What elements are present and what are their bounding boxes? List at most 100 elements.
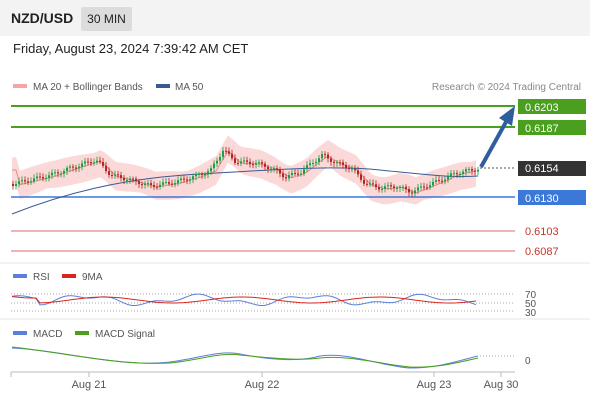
candle-body (369, 183, 371, 185)
candle-body (135, 178, 137, 182)
candle-body (129, 178, 131, 181)
candle-body (114, 174, 116, 176)
candle-body (279, 169, 281, 174)
ma20-legend-label: MA 20 + Bollinger Bands (33, 82, 143, 93)
candle-body (144, 183, 146, 185)
candle-body (189, 179, 191, 181)
candle-body (120, 175, 122, 178)
candle-body (207, 171, 209, 175)
candle-body (183, 178, 185, 180)
candle-body (336, 162, 338, 164)
candle-body (351, 168, 353, 170)
candle-body (93, 162, 95, 164)
candle-body (132, 178, 134, 180)
candle-body (468, 168, 470, 170)
candle-body (285, 177, 287, 179)
candle-body (69, 166, 71, 168)
candle-body (126, 180, 128, 182)
candle-body (303, 169, 305, 174)
candle-body (447, 176, 449, 180)
candle-body (162, 182, 164, 185)
pivot-label: 0.6130 (525, 193, 559, 205)
candle-body (54, 172, 56, 174)
candle-body (225, 150, 227, 152)
rsi-line (11, 293, 477, 306)
candle-body (381, 188, 383, 190)
ma20-legend-swatch (13, 84, 27, 88)
x-label-aug23: Aug 23 (417, 379, 452, 391)
candle-body (108, 171, 110, 175)
candle-body (165, 182, 167, 184)
candle-body (273, 168, 275, 170)
credit-text: Research © 2024 Trading Central (432, 82, 581, 93)
x-label-aug21: Aug 21 (72, 379, 107, 391)
macd-signal-legend-swatch (75, 331, 89, 335)
ma50-legend-swatch (156, 84, 170, 88)
candle-body (423, 186, 425, 188)
candle-body (387, 185, 389, 187)
candle-body (201, 173, 203, 175)
candle-body (147, 183, 149, 185)
candle-body (372, 183, 374, 185)
candle-body (39, 176, 41, 178)
candle-body (312, 163, 314, 165)
candle-body (171, 183, 173, 185)
timeframe-button[interactable]: 30 MIN (81, 7, 132, 31)
candle-body (90, 162, 92, 164)
r1-label: 0.6187 (525, 123, 559, 135)
candle-body (327, 154, 329, 159)
candle-body (357, 170, 359, 175)
r2-label-box (518, 99, 586, 114)
candle-body (36, 176, 38, 179)
candle-body (267, 166, 269, 169)
candle-body (462, 171, 464, 175)
candle-body (102, 162, 104, 166)
candle-body (27, 181, 29, 183)
candle-body (210, 168, 212, 172)
candle-body (396, 187, 398, 189)
candle-body (138, 181, 140, 185)
candle-body (363, 179, 365, 184)
candle-body (237, 162, 239, 164)
candle-body (420, 186, 422, 188)
candle-body (375, 184, 377, 188)
candle-body (42, 177, 44, 179)
projection-arrowhead (499, 106, 515, 126)
candle-body (432, 181, 434, 186)
candle-body (318, 158, 320, 162)
rsi-legend-swatch (13, 274, 27, 278)
candle-body (45, 178, 47, 180)
bollinger-band (12, 135, 476, 205)
candle-body (453, 173, 455, 175)
candle-body (60, 173, 62, 175)
candle-body (450, 173, 452, 177)
candle-body (255, 162, 257, 165)
candle-body (123, 177, 125, 181)
candle-body (174, 183, 176, 185)
candle-body (249, 161, 251, 165)
candle-body (105, 165, 107, 172)
rsi-ma-line (11, 296, 477, 304)
candle-body (402, 186, 404, 188)
candle-body (456, 173, 458, 175)
candle-body (342, 162, 344, 165)
candle-body (222, 150, 224, 157)
candle-body (324, 154, 326, 156)
candle-body (240, 161, 242, 164)
candle-body (300, 173, 302, 175)
candle-body (354, 168, 356, 171)
candle-body (186, 179, 188, 181)
candle-body (84, 161, 86, 164)
candle-body (330, 158, 332, 162)
x-label-aug30: Aug 30 (484, 379, 519, 391)
candle-body (426, 187, 428, 189)
candle-body (234, 158, 236, 163)
candle-body (393, 186, 395, 189)
candle-body (51, 172, 53, 176)
candle-body (72, 166, 74, 168)
candle-body (141, 184, 143, 186)
candle-body (252, 164, 254, 166)
candle-body (471, 168, 473, 171)
candle-body (48, 175, 50, 179)
